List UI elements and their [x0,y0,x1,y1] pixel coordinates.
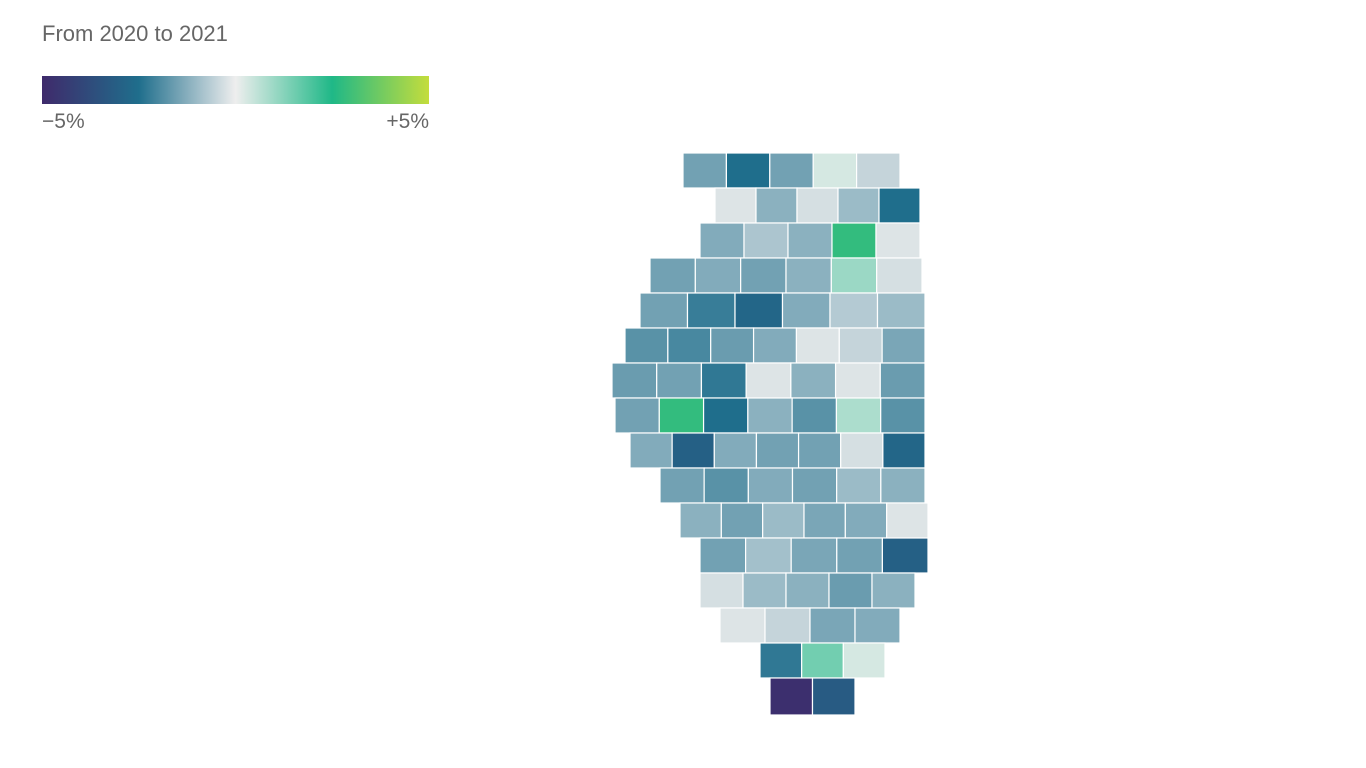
county [743,222,789,259]
county [787,222,833,259]
county [880,467,926,504]
county [744,537,792,574]
county [811,677,856,716]
county [747,467,794,504]
county [755,432,800,469]
county [764,607,811,644]
county [785,257,832,294]
county [713,432,758,469]
county [699,537,747,574]
counties [611,152,929,716]
legend-title: From 2020 to 2021 [42,21,228,46]
county [611,362,658,399]
county [785,572,830,609]
county [629,432,673,469]
county [703,467,749,504]
color-bar [42,76,429,104]
county [667,327,712,364]
county [791,397,838,434]
county [797,432,842,469]
county [854,607,901,644]
county [700,362,747,399]
county [679,502,722,539]
county [881,327,926,364]
county [694,257,742,294]
county [796,187,839,224]
county [656,362,703,399]
county [836,537,883,574]
county [844,502,888,539]
county [875,222,921,259]
county [830,257,878,294]
county [742,572,787,609]
county [740,257,787,294]
county [649,257,696,294]
county [719,607,766,644]
county [835,397,882,434]
county [710,327,755,364]
county [838,327,883,364]
county [755,187,798,224]
county [659,467,705,504]
county [639,292,689,329]
county [855,152,901,189]
county [878,187,921,224]
county [759,642,803,679]
county [812,152,858,189]
county [876,292,926,329]
county [790,362,837,399]
county [769,677,814,716]
county [745,362,792,399]
county [699,572,744,609]
county [886,502,929,539]
county [699,222,745,259]
county [834,362,881,399]
county [658,397,705,434]
county [614,397,660,434]
county [882,432,926,469]
county [769,152,814,189]
county [682,152,728,189]
county [702,397,749,434]
county [781,292,831,329]
county [791,467,838,504]
color-tick-label: −5% [42,110,85,133]
county [836,467,882,504]
county [828,572,873,609]
county [752,327,798,364]
county [842,642,886,679]
county [837,187,880,224]
county [714,187,757,224]
county [829,292,879,329]
county [801,642,844,679]
county [624,327,669,364]
county [762,502,805,539]
county [809,607,856,644]
county [795,327,840,364]
county [720,502,764,539]
county [686,292,736,329]
county [734,292,784,329]
county [725,152,771,189]
county [803,502,846,539]
county [876,257,923,294]
county [880,397,926,434]
county [790,537,838,574]
color-tick-label: +5% [386,110,429,133]
county [747,397,793,434]
county [879,362,926,399]
county [871,572,916,609]
county [881,537,929,574]
county [840,432,884,469]
county [831,222,877,259]
county [671,432,715,469]
